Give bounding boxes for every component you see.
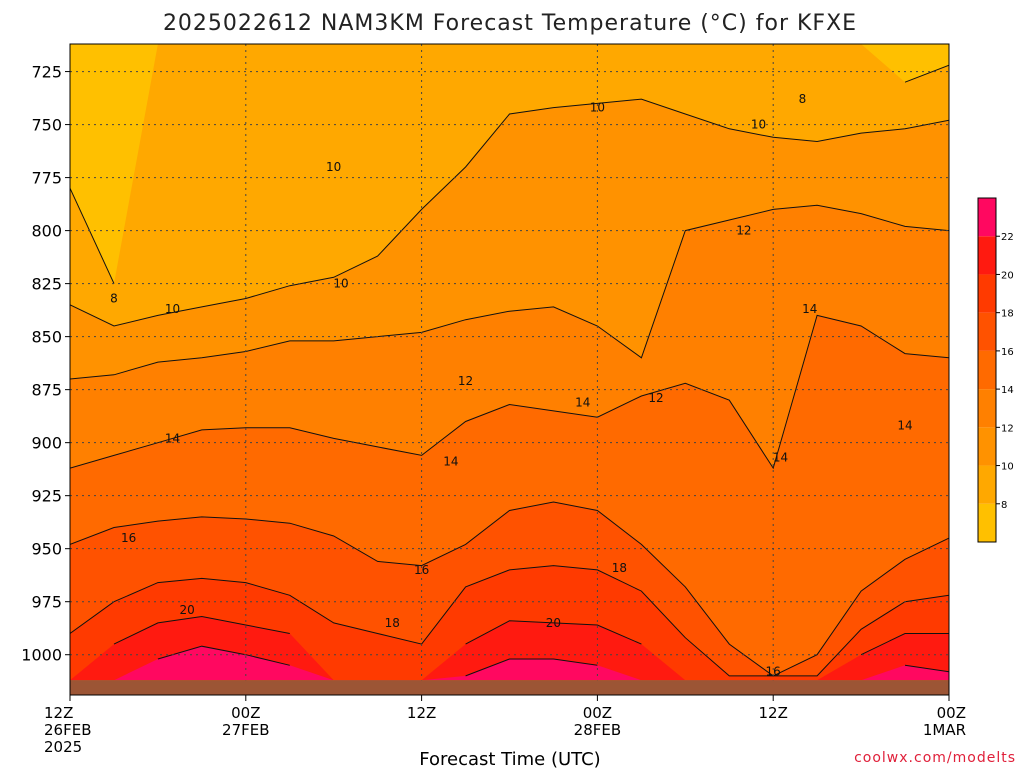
x-axis-label: Forecast Time (UTC) — [419, 749, 600, 768]
contour-labels: 8 8 10 10 10 10 10 12 12 12 14 14 14 14 14 14 16 16 16 18 18… — [110, 92, 913, 679]
colorbar-label: 20 — [1001, 270, 1014, 281]
y-tick-label: 950 — [31, 540, 62, 559]
isotherm-16 — [70, 501, 949, 677]
temperature-band-22 — [70, 646, 949, 681]
colorbar-swatch — [978, 312, 996, 351]
contour-label: 10 — [590, 101, 605, 115]
isotherm-22 — [157, 645, 949, 677]
x-tick-label: 00Z — [583, 704, 612, 722]
colorbar-swatch — [978, 503, 996, 542]
credit-text: coolwx.com/modelts — [854, 750, 1016, 766]
contour-label: 12 — [648, 391, 663, 405]
ground-below-surface — [70, 680, 949, 695]
contour-label: 18 — [612, 561, 627, 575]
x-tick-label: 00Z — [231, 704, 260, 722]
contour-label: 14 — [773, 451, 788, 465]
plot-frame — [69, 43, 950, 696]
contour-label: 8 — [799, 92, 807, 106]
colorbar-legend: 8 10 12 14 16 18 20 22 — [977, 197, 1014, 543]
grid-lines — [70, 44, 949, 695]
colorbar-swatch — [978, 465, 996, 504]
x-tick-label: 12Z — [759, 704, 788, 722]
contour-label: 12 — [736, 224, 751, 238]
y-axis: 725 750 775 800 825 850 875 900 925 950 975 1000 — [21, 63, 70, 665]
contour-label: 20 — [546, 616, 561, 630]
y-tick-label: 825 — [31, 275, 62, 294]
contour-label: 14 — [443, 455, 458, 469]
y-tick-label: 850 — [31, 328, 62, 347]
x-tick-label: 12Z — [407, 704, 436, 722]
contour-label: 18 — [385, 616, 400, 630]
y-tick-label: 1000 — [21, 646, 62, 665]
x-tick-label: 1MAR — [923, 721, 966, 739]
isotherm-8 — [70, 64, 949, 284]
contour-label: 14 — [165, 431, 180, 445]
contour-label: 20 — [180, 603, 195, 617]
y-tick-label: 975 — [31, 593, 62, 612]
contour-label: 10 — [751, 118, 766, 132]
temperature-band-20 — [70, 616, 949, 681]
colorbar-swatch — [978, 198, 996, 237]
isotherm-20 — [113, 615, 949, 656]
contour-label: 16 — [121, 531, 136, 545]
x-tick-label: 27FEB — [222, 721, 269, 739]
y-tick-label: 725 — [31, 63, 62, 82]
contour-label: 16 — [766, 665, 781, 679]
colorbar-label: 14 — [1001, 385, 1014, 396]
x-tick-label: 12Z — [44, 704, 73, 722]
colorbar-label: 12 — [1001, 423, 1014, 434]
colorbar-label: 16 — [1001, 347, 1014, 358]
isotherm-12 — [70, 204, 949, 380]
contour-label: 14 — [802, 302, 817, 316]
colorbar-swatch — [978, 427, 996, 466]
y-tick-label: 800 — [31, 222, 62, 241]
colorbar-frame — [977, 197, 997, 543]
temperature-bands — [70, 44, 949, 681]
y-tick-label: 925 — [31, 487, 62, 506]
plot-area — [70, 44, 949, 695]
contour-label: 14 — [897, 419, 912, 433]
x-tick-label: 28FEB — [574, 721, 621, 739]
contour-label: 14 — [575, 395, 590, 409]
contour-label: 12 — [458, 374, 473, 388]
colorbar-label: 22 — [1001, 232, 1014, 243]
colorbar-swatch — [978, 350, 996, 390]
x-tick-label: 2025 — [44, 738, 82, 756]
colorbar-label: 8 — [1001, 500, 1007, 511]
isotherm-10 — [70, 98, 949, 327]
contour-label: 16 — [414, 563, 429, 577]
contour-label: 10 — [326, 160, 341, 174]
x-tick-label: 26FEB — [44, 721, 91, 739]
y-tick-label: 775 — [31, 169, 62, 188]
y-tick-label: 750 — [31, 116, 62, 135]
isotherm-14 — [70, 314, 949, 470]
colorbar-swatch — [978, 236, 996, 275]
chart-title: 2025022612 NAM3KM Forecast Temperature (… — [163, 11, 857, 36]
contour-label: 8 — [110, 291, 118, 305]
x-tick-label: 00Z — [937, 704, 966, 722]
colorbar-swatch — [978, 389, 996, 428]
isotherm-lines — [70, 64, 949, 677]
y-tick-label: 900 — [31, 434, 62, 453]
contour-label: 10 — [333, 277, 348, 291]
contour-label: 10 — [165, 302, 180, 316]
colorbar-label: 18 — [1001, 309, 1014, 320]
colorbar-swatch — [978, 274, 996, 313]
isotherm-18 — [70, 565, 949, 677]
colorbar-label: 10 — [1001, 462, 1014, 473]
y-tick-label: 875 — [31, 381, 62, 400]
